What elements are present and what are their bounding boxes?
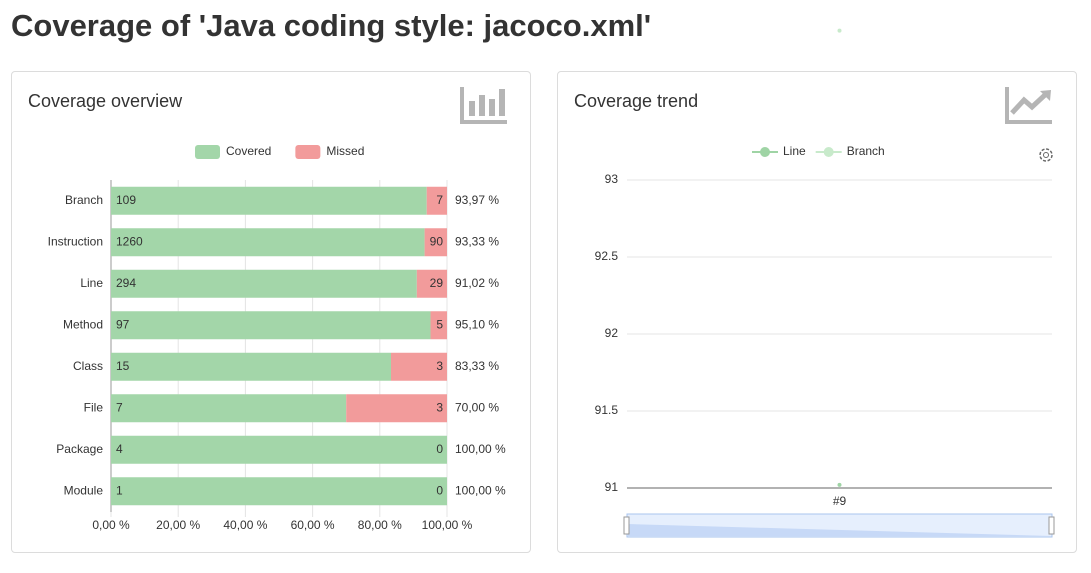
bar-segment <box>111 477 447 506</box>
legend-label: Branch <box>847 144 885 158</box>
page-title: Coverage of 'Java coding style: jacoco.x… <box>11 8 652 43</box>
bar-segment <box>430 311 447 340</box>
legend-dot <box>823 147 834 157</box>
bar-label: 1260 <box>116 234 143 248</box>
bar-segment <box>416 269 447 298</box>
bar-segment <box>346 394 447 423</box>
y-tick-label: 92 <box>605 326 619 340</box>
y-tick-label: 91.5 <box>595 403 619 417</box>
bar-segment <box>111 435 447 464</box>
bar-icon <box>460 87 507 124</box>
bar-segment <box>111 394 347 423</box>
bar-label: 3 <box>436 400 443 414</box>
chart-title: Coverage trend <box>574 91 698 111</box>
card <box>11 71 531 553</box>
bar-label: 29 <box>430 276 444 290</box>
y-tick-label: 91 <box>605 480 619 494</box>
settings-icon[interactable] <box>1039 148 1053 162</box>
percent-label: 95,10 % <box>455 317 499 331</box>
y-tick-label: Module <box>64 483 104 497</box>
x-tick-label: #9 <box>833 494 847 508</box>
x-tick-label: 80,00 % <box>358 518 402 532</box>
bar-label: 90 <box>430 234 444 248</box>
x-tick-label: 0,00 % <box>92 518 130 532</box>
zoom-slider[interactable] <box>623 513 1055 538</box>
y-tick-label: Method <box>63 317 103 331</box>
bar-label: 294 <box>116 276 136 290</box>
y-tick-label: Class <box>73 359 103 373</box>
percent-label: 93,33 % <box>455 234 499 248</box>
bar-segment <box>424 228 447 257</box>
data-point <box>837 28 842 33</box>
legend-swatch <box>295 145 321 159</box>
percent-label: 70,00 % <box>455 400 499 414</box>
bar-label: 3 <box>436 359 443 373</box>
percent-label: 100,00 % <box>455 483 506 497</box>
bar-segment <box>111 228 425 257</box>
percent-label: 93,97 % <box>455 193 499 207</box>
bar-label: 0 <box>436 483 443 497</box>
legend-label: Covered <box>226 144 271 158</box>
bar-label: 109 <box>116 193 136 207</box>
bar-label: 0 <box>436 442 443 456</box>
bar-segment <box>426 186 447 215</box>
y-tick-label: 92.5 <box>595 249 619 263</box>
legend-label: Missed <box>326 144 364 158</box>
percent-label: 83,33 % <box>455 359 499 373</box>
percent-label: 100,00 % <box>455 442 506 456</box>
bar-label: 1 <box>116 483 123 497</box>
bar-segment <box>391 352 447 381</box>
y-tick-label: Line <box>80 276 103 290</box>
bar-segment <box>111 269 417 298</box>
x-tick-label: 60,00 % <box>291 518 335 532</box>
bar-label: 5 <box>436 317 443 331</box>
legend-dot <box>760 147 770 157</box>
bar-segment <box>111 352 391 381</box>
y-tick-label: Branch <box>65 193 103 207</box>
bar-label: 97 <box>116 317 130 331</box>
y-tick-label: 93 <box>605 172 619 186</box>
bar-label: 7 <box>116 400 123 414</box>
bar-segment <box>111 186 427 215</box>
bar-segment <box>111 311 431 340</box>
bar-label: 4 <box>116 442 123 456</box>
bar-label: 7 <box>436 193 443 207</box>
percent-label: 91,02 % <box>455 276 499 290</box>
x-tick-label: 100,00 % <box>422 518 473 532</box>
legend-label: Line <box>783 144 806 158</box>
chart-title: Coverage overview <box>28 91 183 111</box>
y-tick-label: Instruction <box>48 234 103 248</box>
trend-icon <box>1005 87 1052 124</box>
y-tick-label: Package <box>56 442 103 456</box>
x-tick-label: 40,00 % <box>223 518 267 532</box>
legend-swatch <box>195 145 220 159</box>
y-tick-label: File <box>84 400 104 414</box>
card <box>557 71 1077 553</box>
bar-label: 15 <box>116 359 130 373</box>
data-point <box>837 482 842 487</box>
x-tick-label: 20,00 % <box>156 518 200 532</box>
